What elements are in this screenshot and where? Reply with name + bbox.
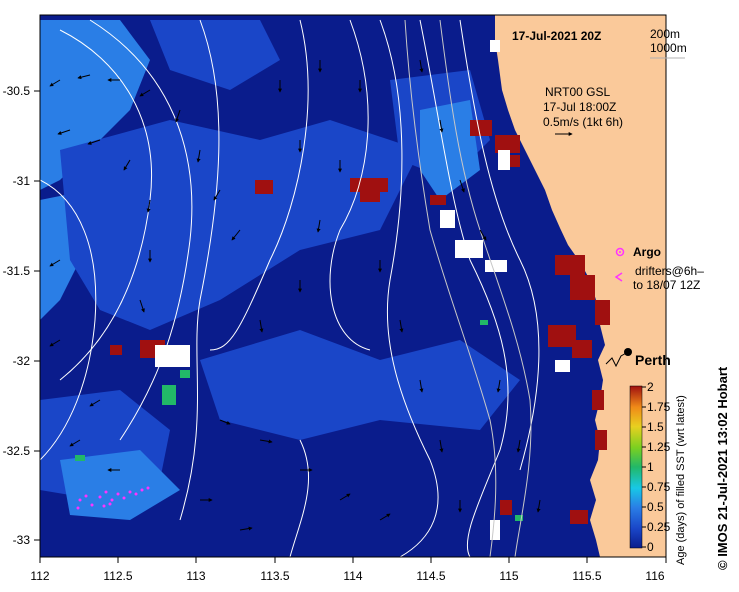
sst-patch — [60, 450, 180, 520]
colorbar — [629, 385, 643, 549]
stale-data-patches — [110, 120, 610, 524]
colorbar-tick-label: 0.75 — [647, 480, 671, 494]
current-vectors — [49, 59, 541, 531]
x-tick-label: 116 — [645, 569, 664, 583]
y-tick-label: -30.5 — [3, 84, 31, 98]
colorbar-tick-label: 2 — [647, 380, 654, 394]
y-axis — [34, 90, 40, 541]
contour-legend-200m: 200m — [650, 27, 680, 41]
currents-source: NRT00 GSL — [545, 85, 610, 99]
y-tick-label: -31.5 — [3, 264, 31, 278]
x-tick-label: 114.5 — [416, 569, 445, 583]
x-tick-label: 114 — [343, 569, 362, 583]
sst-patch — [200, 330, 520, 440]
argo-legend-marker — [615, 247, 625, 257]
x-tick-label: 112 — [30, 569, 49, 583]
colorbar-tick-label: 0.25 — [647, 520, 671, 534]
colorbar-tick-label: 0 — [647, 540, 654, 554]
y-tick-label: -32.5 — [3, 444, 31, 458]
x-tick-label: 115 — [499, 569, 518, 583]
currents-time: 17-Jul 18:00Z — [543, 100, 616, 114]
argo-legend-label: Argo — [633, 245, 661, 259]
imos-credit: © IMOS 21-Jul-2021 13:02 Hobart — [715, 366, 730, 570]
map-title: 17-Jul-2021 20Z — [512, 29, 601, 43]
contour-lines — [40, 19, 540, 557]
map-body — [40, 15, 666, 557]
drifter-tracks — [76, 486, 150, 510]
green-patches — [75, 320, 523, 521]
colorbar-tick-label: 1.5 — [647, 420, 664, 434]
x-tick-label: 115.5 — [572, 569, 601, 583]
colorbar-tick-label: 1 — [647, 460, 654, 474]
x-tick-label: 112.5 — [103, 569, 132, 583]
drifter-legend-line1: drifters@6h– — [635, 264, 704, 278]
x-tick-label: 113 — [186, 569, 205, 583]
drifter-legend-marker — [614, 272, 623, 282]
perth-label: Perth — [635, 352, 671, 368]
colorbar-ticks — [642, 386, 646, 548]
colorbar-label: Age (days) of filled SST (wrt latest) — [675, 395, 687, 565]
currents-scale: 0.5m/s (1kt 6h) — [543, 115, 623, 129]
drifter-legend-line2: to 18/07 12Z — [633, 278, 700, 292]
y-tick-label: -31 — [13, 174, 31, 188]
land-area — [495, 15, 666, 557]
colorbar-tick-label: 1.75 — [647, 400, 671, 414]
sst-patch — [40, 20, 150, 190]
sst-patch — [150, 20, 280, 90]
colorbar-tick-label: 0.5 — [647, 500, 664, 514]
y-tick-label: -33 — [13, 533, 31, 547]
contour-legend-1000m: 1000m — [650, 41, 687, 55]
perth-marker — [624, 348, 632, 356]
sst-patch — [60, 120, 420, 330]
colorbar-tick-label: 1.25 — [647, 440, 671, 454]
x-axis — [39, 557, 667, 563]
x-tick-label: 113.5 — [260, 569, 289, 583]
perth-connector — [605, 351, 629, 368]
no-data-patches — [155, 40, 570, 540]
y-tick-label: -32 — [13, 354, 31, 368]
isobaths — [404, 19, 532, 557]
